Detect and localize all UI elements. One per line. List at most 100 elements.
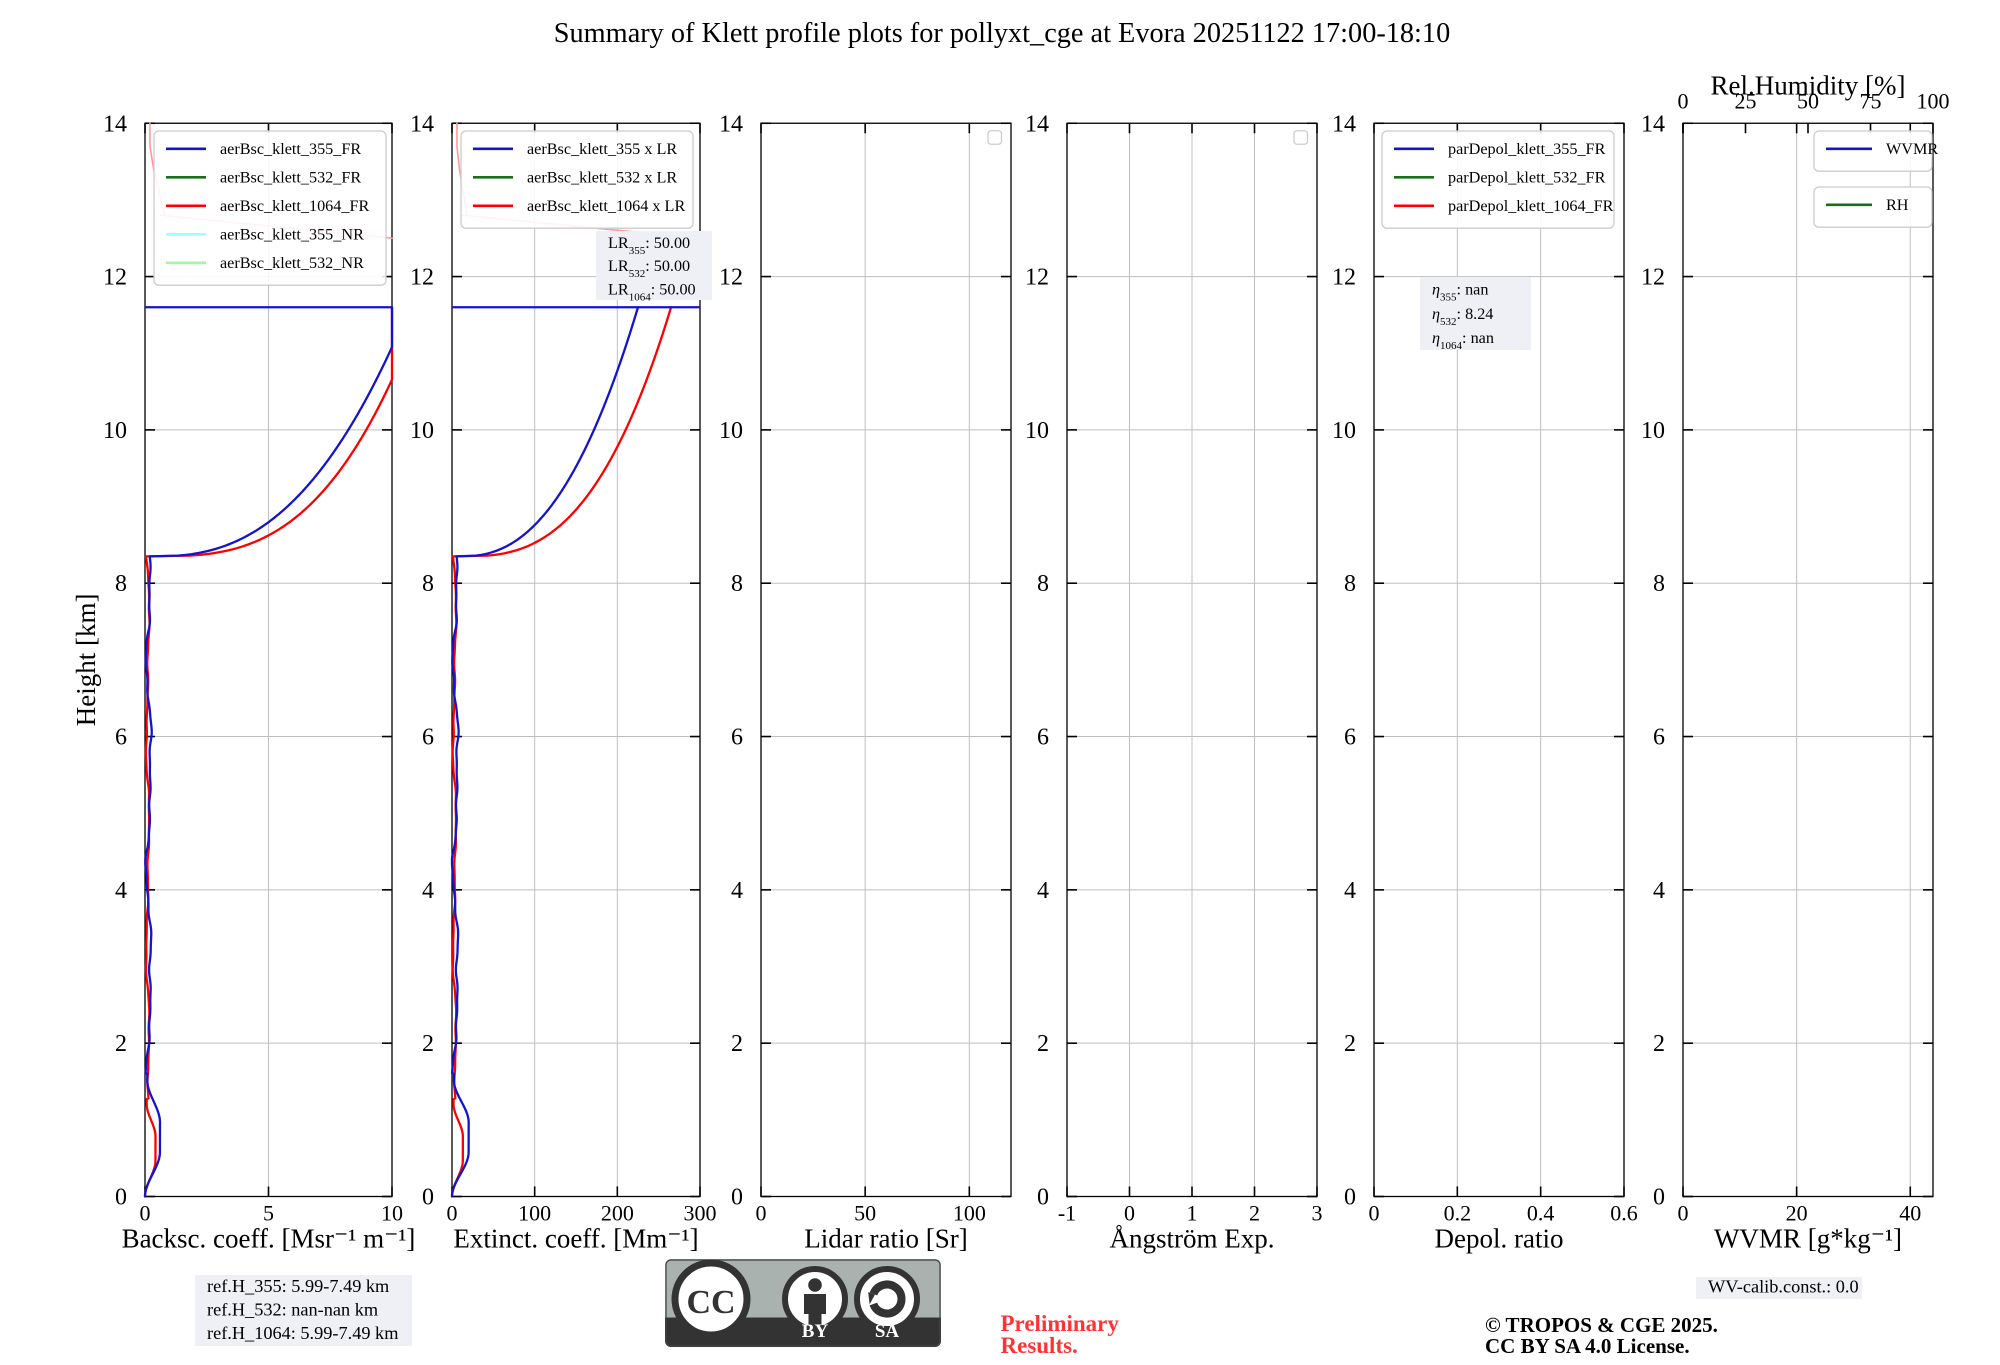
svg-text:10: 10 xyxy=(381,1201,403,1226)
svg-text:aerBsc_klett_532_FR: aerBsc_klett_532_FR xyxy=(220,169,361,187)
svg-text:6: 6 xyxy=(422,725,434,751)
svg-text:50: 50 xyxy=(854,1201,876,1226)
svg-text:WVMR [g*kg⁻¹]: WVMR [g*kg⁻¹] xyxy=(1714,1224,1902,1254)
svg-text:8: 8 xyxy=(731,571,743,597)
svg-text:4: 4 xyxy=(115,878,127,904)
svg-text:10: 10 xyxy=(1332,418,1356,444)
svg-text:Summary of Klett profile plots: Summary of Klett profile plots for polly… xyxy=(554,18,1450,49)
svg-text:100: 100 xyxy=(1917,88,1950,113)
svg-text:0: 0 xyxy=(447,1201,458,1226)
svg-text:12: 12 xyxy=(1025,265,1049,291)
svg-text:12: 12 xyxy=(1641,265,1665,291)
svg-text:0: 0 xyxy=(1678,88,1689,113)
svg-text:SA: SA xyxy=(875,1321,900,1342)
svg-text:0: 0 xyxy=(422,1185,434,1211)
svg-text:0: 0 xyxy=(731,1185,743,1211)
svg-text:0.4: 0.4 xyxy=(1527,1201,1555,1226)
svg-text:-1: -1 xyxy=(1058,1201,1076,1226)
svg-text:14: 14 xyxy=(719,111,743,137)
svg-text:20: 20 xyxy=(1786,1201,1808,1226)
svg-text:6: 6 xyxy=(1653,725,1665,751)
svg-text:0: 0 xyxy=(115,1185,127,1211)
svg-text:4: 4 xyxy=(731,878,743,904)
svg-text:ref.H_355: 5.99-7.49 km: ref.H_355: 5.99-7.49 km xyxy=(207,1276,389,1296)
svg-text:2: 2 xyxy=(422,1031,434,1057)
svg-text:12: 12 xyxy=(719,265,743,291)
svg-text:40: 40 xyxy=(1899,1201,1921,1226)
svg-text:6: 6 xyxy=(115,725,127,751)
svg-text:Extinct. coeff. [Mm⁻¹]: Extinct. coeff. [Mm⁻¹] xyxy=(453,1224,698,1254)
svg-text:Lidar ratio [Sr]: Lidar ratio [Sr] xyxy=(804,1224,967,1254)
svg-text:0: 0 xyxy=(1678,1201,1689,1226)
svg-text:4: 4 xyxy=(422,878,434,904)
svg-text:ref.H_1064: 5.99-7.49 km: ref.H_1064: 5.99-7.49 km xyxy=(207,1323,398,1343)
svg-text:6: 6 xyxy=(1344,725,1356,751)
svg-text:12: 12 xyxy=(1332,265,1356,291)
svg-text:CC BY SA 4.0 License.: CC BY SA 4.0 License. xyxy=(1485,1334,1690,1358)
svg-text:Depol. ratio: Depol. ratio xyxy=(1435,1224,1564,1254)
svg-text:10: 10 xyxy=(719,418,743,444)
svg-text:ref.H_532: nan-nan km: ref.H_532: nan-nan km xyxy=(207,1299,378,1319)
svg-text:100: 100 xyxy=(953,1201,986,1226)
svg-text:0.6: 0.6 xyxy=(1610,1201,1638,1226)
svg-text:parDepol_klett_532_FR: parDepol_klett_532_FR xyxy=(1448,169,1606,187)
svg-text:4: 4 xyxy=(1344,878,1356,904)
svg-text:0: 0 xyxy=(1369,1201,1380,1226)
svg-text:aerBsc_klett_355_NR: aerBsc_klett_355_NR xyxy=(220,226,364,244)
svg-text:12: 12 xyxy=(103,265,127,291)
svg-text:14: 14 xyxy=(1641,111,1665,137)
svg-text:2: 2 xyxy=(731,1031,743,1057)
svg-text:200: 200 xyxy=(601,1201,634,1226)
svg-text:aerBsc_klett_1064 x LR: aerBsc_klett_1064 x LR xyxy=(527,197,685,215)
svg-text:10: 10 xyxy=(103,418,127,444)
svg-text:parDepol_klett_1064_FR: parDepol_klett_1064_FR xyxy=(1448,197,1614,215)
svg-text:aerBsc_klett_1064_FR: aerBsc_klett_1064_FR xyxy=(220,197,369,215)
svg-text:100: 100 xyxy=(518,1201,551,1226)
svg-text:14: 14 xyxy=(103,111,127,137)
svg-text:1: 1 xyxy=(1187,1201,1198,1226)
svg-text:8: 8 xyxy=(422,571,434,597)
svg-text:10: 10 xyxy=(1641,418,1665,444)
svg-text:8: 8 xyxy=(115,571,127,597)
svg-text:5: 5 xyxy=(263,1201,274,1226)
svg-text:aerBsc_klett_532_NR: aerBsc_klett_532_NR xyxy=(220,254,364,272)
svg-text:WV-calib.const.: 0.0: WV-calib.const.: 0.0 xyxy=(1708,1276,1859,1296)
svg-text:0: 0 xyxy=(1653,1185,1665,1211)
svg-text:12: 12 xyxy=(410,265,434,291)
svg-text:aerBsc_klett_355_FR: aerBsc_klett_355_FR xyxy=(220,140,361,158)
svg-text:BY: BY xyxy=(802,1321,829,1342)
svg-text:0.2: 0.2 xyxy=(1444,1201,1472,1226)
svg-text:Results.: Results. xyxy=(1001,1333,1078,1358)
svg-text:2: 2 xyxy=(115,1031,127,1057)
svg-text:14: 14 xyxy=(1332,111,1356,137)
svg-text:2: 2 xyxy=(1037,1031,1049,1057)
svg-text:CC: CC xyxy=(686,1284,735,1321)
svg-text:2: 2 xyxy=(1653,1031,1665,1057)
svg-text:0: 0 xyxy=(140,1201,151,1226)
svg-text:0: 0 xyxy=(1344,1185,1356,1211)
svg-text:14: 14 xyxy=(410,111,434,137)
svg-text:10: 10 xyxy=(410,418,434,444)
svg-text:14: 14 xyxy=(1025,111,1049,137)
svg-text:4: 4 xyxy=(1653,878,1665,904)
svg-text:2: 2 xyxy=(1344,1031,1356,1057)
svg-text:8: 8 xyxy=(1653,571,1665,597)
svg-text:4: 4 xyxy=(1037,878,1049,904)
svg-text:0: 0 xyxy=(1124,1201,1135,1226)
svg-text:300: 300 xyxy=(684,1201,717,1226)
svg-text:2: 2 xyxy=(1249,1201,1260,1226)
svg-text:6: 6 xyxy=(1037,725,1049,751)
svg-text:8: 8 xyxy=(1037,571,1049,597)
svg-text:3: 3 xyxy=(1312,1201,1323,1226)
svg-text:8: 8 xyxy=(1344,571,1356,597)
svg-text:Backsc. coeff. [Msr⁻¹ m⁻¹]: Backsc. coeff. [Msr⁻¹ m⁻¹] xyxy=(122,1224,416,1254)
svg-text:10: 10 xyxy=(1025,418,1049,444)
svg-text:0: 0 xyxy=(756,1201,767,1226)
svg-text:parDepol_klett_355_FR: parDepol_klett_355_FR xyxy=(1448,140,1606,158)
svg-text:Ångström Exp.: Ångström Exp. xyxy=(1110,1224,1275,1254)
svg-text:WVMR: WVMR xyxy=(1886,140,1938,158)
svg-text:RH: RH xyxy=(1886,196,1909,214)
svg-text:Rel.Humidity [%]: Rel.Humidity [%] xyxy=(1711,70,1906,100)
svg-text:aerBsc_klett_355 x LR: aerBsc_klett_355 x LR xyxy=(527,140,677,158)
svg-text:aerBsc_klett_532 x LR: aerBsc_klett_532 x LR xyxy=(527,169,677,187)
